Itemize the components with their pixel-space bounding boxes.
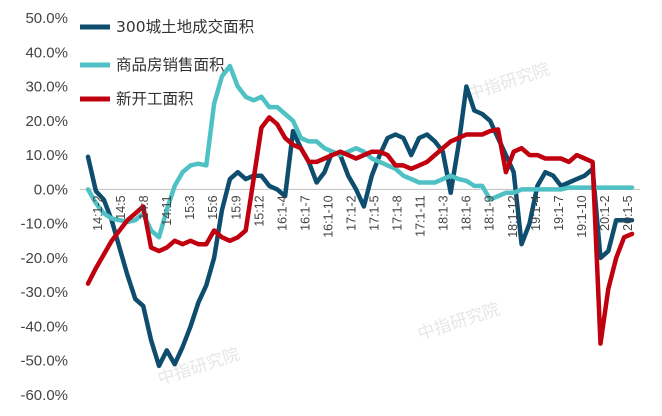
- legend-item-sales: 商品房销售面积: [80, 56, 225, 74]
- y-tick-label: 20.0%: [25, 113, 68, 130]
- y-tick-label: 50.0%: [25, 10, 68, 27]
- x-tick-label: 16:1-4: [275, 195, 289, 230]
- x-tick-label: 16:1-7: [298, 195, 312, 230]
- x-tick-label: 15:6: [206, 195, 220, 219]
- x-tick-label: 17:1-2: [344, 195, 358, 230]
- legend-label-new-starts: 新开工面积: [116, 90, 194, 108]
- x-tick-label: 14:5: [114, 195, 128, 219]
- y-tick-label: -60.0%: [20, 387, 68, 404]
- y-tick-label: -40.0%: [20, 318, 68, 335]
- x-tick-label: 18:1-9: [483, 195, 497, 230]
- series-lines: [85, 63, 635, 369]
- y-tick-label: -20.0%: [20, 250, 68, 267]
- legend-item-land: 300城土地成交面积: [80, 18, 254, 36]
- x-tick-label: 19:1-7: [552, 195, 566, 230]
- x-tick-label: 15:12: [252, 195, 266, 226]
- x-tick-label: 18:1-12: [506, 195, 520, 237]
- x-tick-label: 17:1-5: [368, 195, 382, 230]
- y-tick-label: -50.0%: [20, 353, 68, 370]
- x-tick-label: 14:8: [137, 195, 151, 219]
- series-line-2: [85, 115, 635, 346]
- x-axis: 14:1-2 14:5 14:8 14:11 15:3 15:6 15:9 15:12 16:1…: [91, 195, 635, 237]
- x-tick-label: 18:1-6: [460, 195, 474, 230]
- y-tick-label: 40.0%: [25, 44, 68, 61]
- x-tick-label: 18:1-3: [437, 195, 451, 230]
- x-tick-label: 20:1-5: [621, 195, 635, 230]
- x-tick-label: 20:1-2: [598, 195, 612, 230]
- legend: 300城土地成交面积 商品房销售面积 新开工面积: [80, 18, 254, 108]
- x-tick-label: 19:1-4: [529, 195, 543, 230]
- series-line-1: [85, 63, 635, 240]
- series-line-0: [85, 84, 635, 369]
- x-tick-label: 14:1-2: [91, 195, 105, 230]
- x-tick-label: 17:1-8: [391, 195, 405, 230]
- x-tick-label: 15:3: [183, 195, 197, 219]
- x-tick-label: 16:1-10: [321, 195, 335, 237]
- y-tick-label: 30.0%: [25, 79, 68, 96]
- x-tick-label: 15:9: [229, 195, 243, 219]
- legend-item-new-starts: 新开工面积: [80, 90, 194, 108]
- legend-label-sales: 商品房销售面积: [116, 56, 225, 74]
- y-axis: 50.0% 40.0% 30.0% 20.0% 10.0% 0.0% -10.0% -20.0…: [20, 10, 640, 404]
- y-tick-label: 0.0%: [34, 181, 68, 198]
- x-tick-label: 19:1-10: [575, 195, 589, 237]
- watermark-text: 中指研究院: [465, 59, 552, 104]
- watermark-text: 中指研究院: [415, 299, 502, 344]
- legend-label-land: 300城土地成交面积: [116, 18, 254, 36]
- y-tick-label: 10.0%: [25, 147, 68, 164]
- x-tick-label: 14:11: [160, 195, 174, 225]
- y-tick-label: -10.0%: [20, 216, 68, 233]
- y-tick-label: -30.0%: [20, 284, 68, 301]
- x-tick-label: 17:1-11: [414, 195, 428, 237]
